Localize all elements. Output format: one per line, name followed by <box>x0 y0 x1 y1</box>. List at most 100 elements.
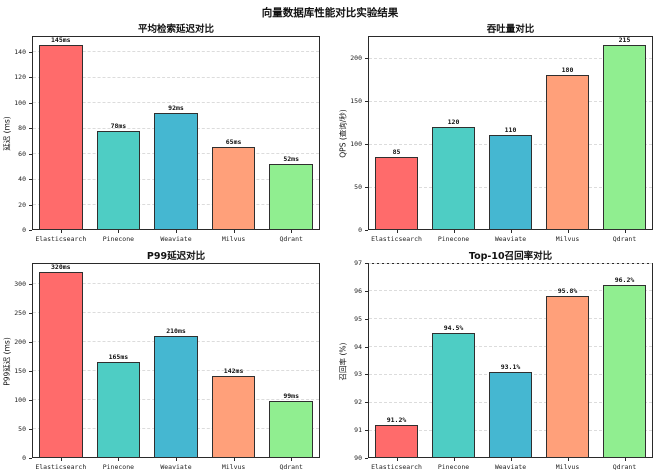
y-tick-mark <box>29 77 32 79</box>
y-tick-mark <box>365 318 368 320</box>
bar-elasticsearch <box>38 272 83 458</box>
bar-pinecone <box>431 332 476 458</box>
y-tick-mark <box>29 153 32 155</box>
gridline <box>33 102 319 104</box>
y-tick-label: 80 <box>18 124 26 133</box>
bar-value-label-weaviate: 92ms <box>168 103 184 112</box>
y-tick-label: 100 <box>350 140 362 149</box>
y-tick-mark <box>365 430 368 432</box>
y-tick-mark <box>29 179 32 181</box>
x-tick-label-qdrant: Qdrant <box>612 463 637 471</box>
x-tick-label-pinecone: Pinecone <box>437 235 470 243</box>
bar-qdrant <box>269 400 314 458</box>
y-tick-mark <box>29 102 32 104</box>
subplot-title-4: Top-10召回率对比 <box>468 251 553 262</box>
y-tick-mark <box>365 230 368 231</box>
x-tick-label-qdrant: Qdrant <box>279 235 303 243</box>
y-tick-label: 300 <box>14 279 26 288</box>
bar-milvus <box>545 75 590 230</box>
y-tick-mark <box>29 283 32 285</box>
bar-milvus <box>211 375 256 458</box>
y-axis-label-2: QPS (查询/秒) <box>338 109 348 158</box>
bar-qdrant <box>269 163 314 230</box>
bar-value-label-elasticsearch: 320ms <box>51 263 71 272</box>
x-tick-label-elasticsearch: Elasticsearch <box>371 463 422 471</box>
y-tick-label: 140 <box>14 47 26 56</box>
x-tick-mark <box>60 230 62 233</box>
bar-value-label-milvus: 95.8% <box>557 287 578 296</box>
x-tick-mark <box>396 458 398 461</box>
y-tick-label: 100 <box>14 98 26 107</box>
y-tick-label: 150 <box>350 97 362 106</box>
gridline <box>33 312 319 314</box>
y-axis-label-4: 召回率 (%) <box>338 342 348 380</box>
bar-value-label-elasticsearch: 91.2% <box>386 415 407 424</box>
gridline <box>369 290 652 292</box>
bar-milvus <box>545 296 590 458</box>
bar-value-label-pinecone: 94.5% <box>443 323 464 332</box>
y-tick-label: 20 <box>18 200 26 209</box>
y-tick-label: 97 <box>354 259 362 267</box>
gridline <box>33 283 319 285</box>
bar-value-label-milvus: 180 <box>561 66 574 75</box>
bar-value-label-pinecone: 78ms <box>110 121 127 130</box>
x-tick-label-milvus: Milvus <box>555 463 580 471</box>
x-tick-label-milvus: Milvus <box>555 235 580 243</box>
x-tick-mark <box>396 230 398 233</box>
y-tick-mark <box>365 263 368 264</box>
bar-value-label-qdrant: 96.2% <box>614 276 635 285</box>
gridline <box>369 262 652 264</box>
bar-elasticsearch <box>38 45 83 230</box>
x-tick-mark <box>453 230 455 233</box>
x-tick-label-pinecone: Pinecone <box>102 463 135 471</box>
y-tick-label: 95 <box>354 314 362 323</box>
x-tick-mark <box>176 458 177 461</box>
bar-pinecone <box>96 362 141 458</box>
x-tick-mark <box>291 230 293 233</box>
y-tick-mark <box>29 128 32 130</box>
y-tick-mark <box>29 204 32 206</box>
x-tick-label-elasticsearch: Elasticsearch <box>35 235 87 243</box>
bar-value-label-elasticsearch: 145ms <box>51 36 71 45</box>
x-tick-label-milvus: Milvus <box>221 463 246 471</box>
subplot-title-1: 平均检索延迟对比 <box>137 24 214 35</box>
y-tick-mark <box>365 187 368 189</box>
bar-qdrant <box>602 45 647 230</box>
gridline <box>369 346 652 348</box>
figure-title: 向量数据库性能对比实验结果 <box>261 7 399 19</box>
y-tick-label: 200 <box>350 54 362 63</box>
y-tick-mark <box>29 51 32 53</box>
y-tick-label: 94 <box>354 342 362 351</box>
y-tick-mark <box>29 370 32 372</box>
x-tick-label-weaviate: Weaviate <box>494 463 527 471</box>
y-tick-mark <box>365 58 368 60</box>
x-tick-mark <box>567 458 569 461</box>
bar-milvus <box>211 147 256 230</box>
bar-value-label-weaviate: 210ms <box>166 327 186 336</box>
x-tick-mark <box>453 458 455 461</box>
y-tick-label: 0 <box>358 226 362 234</box>
bar-value-label-milvus: 142ms <box>223 366 244 375</box>
y-tick-label: 0 <box>22 454 26 462</box>
gridline <box>369 57 652 59</box>
y-tick-mark <box>29 428 32 430</box>
x-tick-mark <box>624 230 626 233</box>
y-tick-mark <box>365 402 368 404</box>
bar-value-label-qdrant: 215 <box>618 36 631 45</box>
y-tick-label: 100 <box>14 395 26 404</box>
x-tick-mark <box>233 230 235 233</box>
bar-pinecone <box>96 130 141 230</box>
y-tick-label: 93 <box>354 370 362 379</box>
bar-value-label-weaviate: 93.1% <box>500 362 521 371</box>
bar-pinecone <box>431 126 476 230</box>
x-tick-label-qdrant: Qdrant <box>612 235 637 243</box>
subplot-title-2: 吞吐量对比 <box>486 24 535 35</box>
y-tick-mark <box>29 399 32 401</box>
x-tick-mark <box>176 230 177 233</box>
bar-qdrant <box>602 285 647 458</box>
x-tick-label-elasticsearch: Elasticsearch <box>35 463 87 471</box>
y-tick-mark <box>365 144 368 146</box>
x-tick-label-elasticsearch: Elasticsearch <box>371 235 422 243</box>
x-tick-mark <box>624 458 626 461</box>
bar-elasticsearch <box>374 424 419 458</box>
